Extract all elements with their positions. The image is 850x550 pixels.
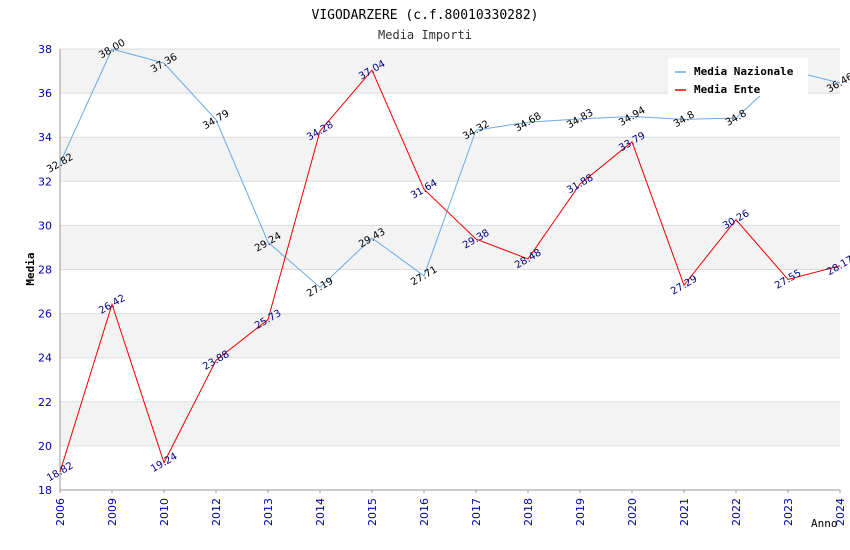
legend-label-media-nazionale: Media Nazionale	[694, 65, 794, 78]
chart-subtitle: Media Importi	[378, 28, 472, 42]
x-tick-label: 2009	[106, 498, 119, 526]
band	[60, 445, 840, 490]
band	[60, 93, 840, 138]
x-tick-label: 2016	[418, 498, 431, 526]
y-tick-label: 32	[38, 175, 52, 188]
x-tick-label: 2023	[782, 498, 795, 526]
y-tick-label: 38	[38, 43, 52, 56]
legend: Media Nazionale Media Ente	[668, 58, 808, 96]
x-tick-label: 2010	[158, 498, 171, 526]
x-tick-label: 2020	[626, 498, 639, 526]
y-tick-label: 22	[38, 396, 52, 409]
y-tick-label: 34	[38, 131, 52, 144]
band	[60, 401, 840, 446]
x-tick-labels: 2006 2009 2010 2012 2013 2014 2015 2016 2017 2018…	[54, 490, 847, 526]
band	[60, 313, 840, 358]
band	[60, 137, 840, 182]
legend-label-media-ente: Media Ente	[694, 83, 761, 96]
y-tick-label: 18	[38, 484, 52, 497]
y-tick-label: 36	[38, 87, 52, 100]
series-lines	[59, 48, 841, 473]
band	[60, 357, 840, 402]
x-tick-label: 2017	[470, 498, 483, 526]
y-tick-labels: 18 20 22 24 26 28 30 32 34 36 38	[38, 43, 52, 497]
y-tick-label: 28	[38, 264, 52, 277]
y-axis-label: Media	[24, 252, 37, 285]
y-tick-label: 30	[38, 219, 52, 232]
series-line-media-nazionale	[59, 48, 841, 289]
x-tick-label: 2024	[834, 498, 847, 526]
legend-box	[668, 58, 808, 96]
series-line-media-ente	[59, 69, 841, 473]
x-axis-label: Anno	[811, 517, 838, 530]
x-tick-label: 2015	[366, 498, 379, 526]
x-tick-label: 2013	[262, 498, 275, 526]
x-tick-label: 2018	[522, 498, 535, 526]
y-tick-label: 24	[38, 352, 52, 365]
y-tick-label: 20	[38, 440, 52, 453]
band	[60, 269, 840, 314]
band	[60, 225, 840, 270]
x-tick-label: 2021	[678, 498, 691, 526]
plot-background-bands	[60, 49, 840, 490]
x-tick-label: 2022	[730, 498, 743, 526]
chart-title: VIGODARZERE (c.f.80010330282)	[312, 8, 539, 23]
x-tick-label: 2019	[574, 498, 587, 526]
x-tick-label: 2006	[54, 498, 67, 526]
y-tick-label: 26	[38, 308, 52, 321]
x-tick-label: 2012	[210, 498, 223, 526]
x-tick-label: 2014	[314, 498, 327, 526]
